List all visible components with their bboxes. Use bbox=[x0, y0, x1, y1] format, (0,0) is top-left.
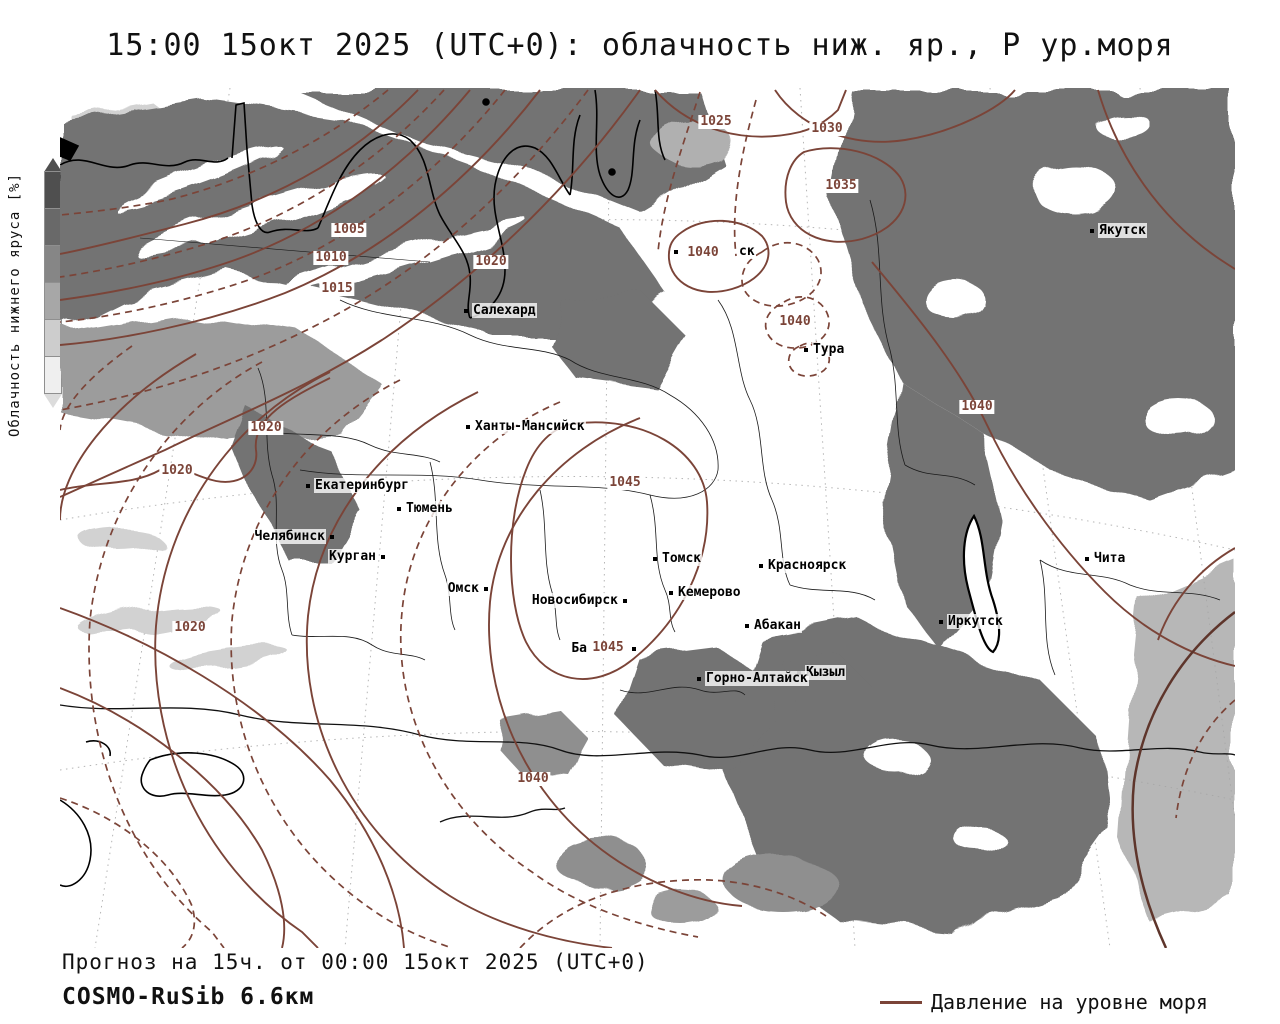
cloud-region bbox=[235, 410, 360, 562]
page-title: 15:00 15окт 2025 (UTC+0): облачность ниж… bbox=[106, 28, 1174, 63]
cloud-layer bbox=[60, 90, 1235, 932]
legend-label: Давление на уровне моря bbox=[931, 990, 1208, 1014]
lake-balkhash bbox=[140, 752, 245, 797]
cloud-region bbox=[780, 655, 870, 716]
border-layer bbox=[60, 199, 1235, 823]
colorbar-arrow-down-icon bbox=[44, 394, 62, 408]
cloud-region bbox=[1120, 560, 1235, 922]
isobar-layer bbox=[60, 89, 1235, 948]
weather-map: 1025 1030 1035 1005 1010 1015 1020 1040 1040 1040… bbox=[60, 88, 1235, 948]
colorbar-axis-label: Облачность нижнего яруса [%] bbox=[7, 173, 23, 438]
cloud-colorbar bbox=[44, 158, 62, 408]
cloud-region bbox=[60, 98, 665, 332]
colorbar-arrow-up-icon bbox=[44, 158, 62, 172]
cloud-region bbox=[495, 710, 590, 776]
pressure-legend: Давление на уровне моря bbox=[880, 990, 1208, 1014]
model-caption: COSMO-RuSib 6.6км bbox=[62, 984, 315, 1010]
forecast-caption: Прогноз на 15ч. от 00:00 15окт 2025 (UTC… bbox=[62, 950, 649, 974]
colorbar-segments bbox=[44, 171, 62, 394]
cloud-region bbox=[830, 90, 1235, 500]
map-graphics bbox=[60, 88, 1235, 948]
legend-line bbox=[880, 1000, 922, 1004]
cloud-region bbox=[60, 312, 380, 442]
